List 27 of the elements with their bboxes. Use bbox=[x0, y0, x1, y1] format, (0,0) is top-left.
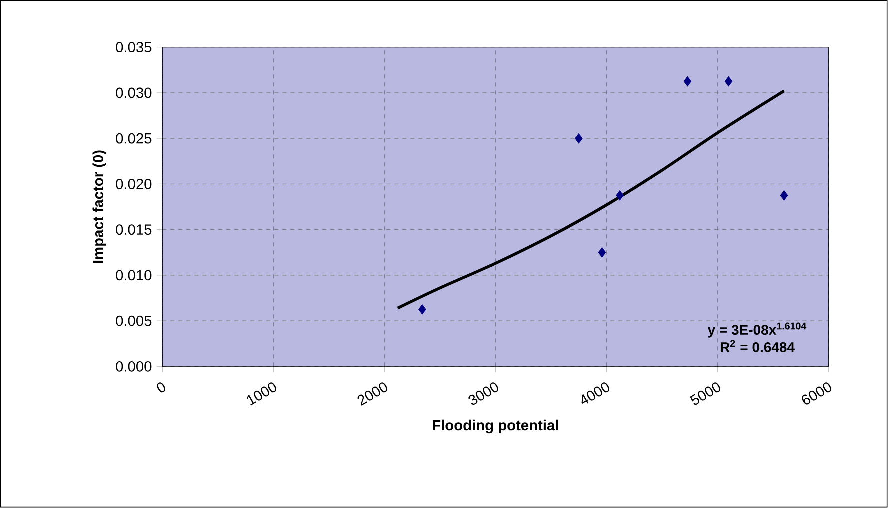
point bbox=[684, 76, 692, 87]
x-tick-label: 3000 bbox=[468, 382, 499, 406]
point bbox=[724, 76, 733, 87]
y-tick-label: 0.000 bbox=[116, 361, 152, 372]
point bbox=[616, 190, 624, 201]
y-tick-label: 0.030 bbox=[116, 88, 152, 98]
line-series bbox=[396, 90, 786, 310]
y-tick-label: 0.020 bbox=[116, 179, 152, 190]
x-tick-label: 2000 bbox=[358, 382, 388, 406]
y-tick-label: 0.010 bbox=[116, 270, 152, 281]
x-tick-label: 1000 bbox=[247, 382, 277, 406]
x-axis-title: Flooding potential bbox=[433, 420, 558, 434]
annotation: R$^{2}$ = 0.6484 bbox=[720, 340, 795, 352]
point bbox=[575, 134, 583, 144]
y-axis-title: Impact factor (0) bbox=[92, 150, 106, 264]
x-tick-label: 6000 bbox=[802, 382, 832, 405]
point bbox=[780, 190, 788, 201]
x-tick-label: 0 bbox=[157, 382, 166, 393]
y-tick-label: 0.035 bbox=[116, 42, 152, 53]
y-tick-label: 0.005 bbox=[116, 316, 152, 326]
annotation: y = 3E-08x$^{1.6104}$ bbox=[708, 322, 807, 338]
y-tick-label: 0.015 bbox=[116, 224, 152, 236]
x-tick-label: 4000 bbox=[582, 382, 610, 404]
point bbox=[418, 304, 426, 315]
point bbox=[598, 248, 606, 258]
x-tick-label: 5000 bbox=[690, 382, 721, 406]
y-tick-label: 0.025 bbox=[116, 133, 152, 144]
